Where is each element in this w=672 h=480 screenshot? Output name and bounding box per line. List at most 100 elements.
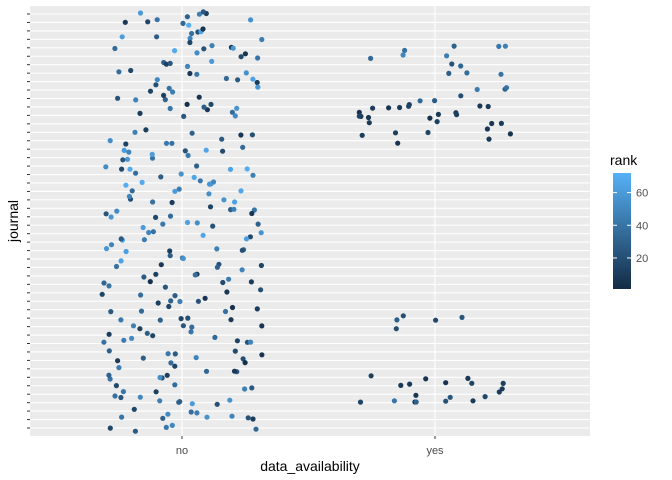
data-point: [178, 171, 184, 177]
data-point: [137, 110, 143, 116]
data-point: [157, 398, 163, 404]
data-point: [120, 389, 126, 395]
data-point: [392, 130, 399, 136]
data-point: [150, 199, 156, 205]
data-point: [366, 120, 372, 126]
data-point: [122, 19, 128, 25]
data-point: [158, 262, 164, 268]
data-point: [141, 237, 147, 243]
data-point: [101, 280, 107, 286]
data-point: [201, 104, 207, 110]
data-point: [502, 43, 508, 49]
data-point: [485, 103, 491, 110]
data-point: [249, 210, 255, 217]
data-point: [163, 424, 169, 430]
data-point: [115, 358, 121, 364]
data-point: [123, 141, 129, 147]
data-point: [249, 385, 255, 391]
data-point: [486, 136, 492, 142]
data-point: [195, 298, 201, 304]
data-point: [145, 19, 151, 25]
data-point: [391, 398, 397, 404]
data-point: [368, 373, 374, 379]
data-point: [106, 283, 112, 289]
data-point: [359, 132, 365, 138]
data-point: [169, 140, 175, 146]
data-point: [106, 372, 112, 378]
data-point: [118, 258, 124, 264]
data-point: [212, 334, 218, 340]
data-point: [133, 170, 139, 176]
data-point: [209, 43, 215, 49]
data-point: [167, 248, 173, 254]
data-point: [172, 363, 178, 369]
data-point: [393, 326, 399, 332]
data-point: [150, 229, 156, 235]
data-point: [231, 206, 237, 212]
data-point: [147, 88, 154, 94]
data-point: [400, 52, 406, 58]
data-point: [177, 399, 183, 405]
data-point: [172, 351, 178, 357]
data-point: [464, 70, 470, 76]
data-point: [114, 208, 120, 214]
data-point: [154, 17, 160, 23]
data-point: [169, 422, 175, 428]
data-point: [189, 324, 195, 330]
data-point: [200, 232, 206, 238]
data-point: [248, 279, 254, 285]
data-point: [402, 47, 408, 54]
data-point: [120, 157, 126, 163]
data-point: [172, 382, 178, 388]
data-point: [188, 409, 194, 415]
data-point: [166, 85, 172, 91]
data-point: [189, 30, 195, 37]
data-point: [107, 138, 113, 144]
data-point: [153, 271, 159, 277]
data-point: [226, 276, 232, 282]
data-point: [147, 279, 153, 285]
data-point: [170, 89, 176, 95]
data-point: [118, 317, 124, 323]
data-point: [247, 234, 253, 240]
data-point: [141, 274, 147, 280]
data-point: [500, 380, 506, 386]
data-point: [161, 92, 167, 98]
data-point: [400, 313, 406, 319]
data-point: [433, 317, 439, 323]
data-point: [201, 46, 207, 52]
data-point: [133, 97, 139, 103]
data-point: [227, 166, 234, 172]
data-point: [432, 98, 438, 104]
plot-panel: [30, 6, 590, 436]
data-point: [245, 415, 251, 421]
data-point: [368, 55, 374, 62]
x-axis-tick-label-yes: yes: [426, 445, 444, 457]
data-point: [204, 414, 210, 420]
data-point: [193, 355, 199, 361]
data-point: [192, 272, 198, 278]
data-point: [229, 413, 235, 419]
data-points: [99, 9, 513, 434]
data-point: [187, 35, 193, 42]
data-point: [454, 112, 460, 118]
data-point: [143, 127, 149, 133]
data-point: [103, 211, 109, 217]
data-point: [249, 132, 255, 138]
x-axis-ticks: [181, 436, 436, 439]
data-point: [446, 70, 452, 76]
data-point: [423, 376, 429, 382]
data-point: [242, 51, 248, 57]
data-point: [194, 410, 200, 416]
data-point: [469, 380, 475, 386]
data-point: [144, 330, 150, 336]
data-point: [238, 132, 244, 138]
data-point: [162, 97, 168, 103]
data-point: [149, 151, 155, 157]
data-point: [121, 147, 127, 153]
data-point: [172, 188, 178, 194]
data-point: [180, 20, 186, 26]
data-point: [477, 103, 483, 109]
data-point: [129, 335, 135, 341]
